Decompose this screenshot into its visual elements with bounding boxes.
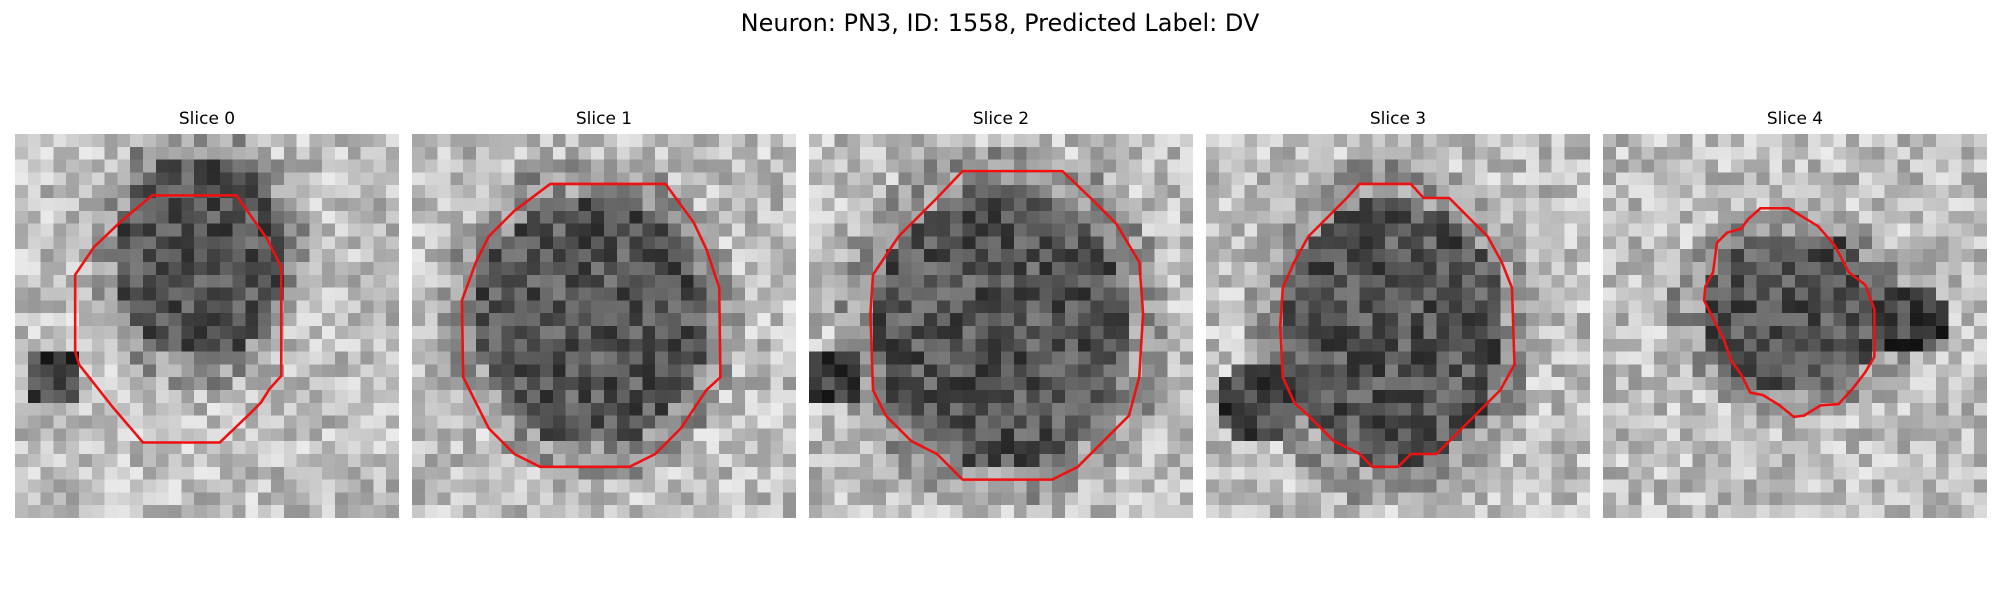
slice-0-image [15,134,399,518]
slice-3-pixels [1206,134,1590,518]
slice-3-panel [1206,134,1590,518]
slice-4-image [1603,134,1987,518]
slice-0-panel [15,134,399,518]
slice-4-title: Slice 4 [1603,108,1987,130]
slice-2-panel [809,134,1193,518]
slice-4-panel [1603,134,1987,518]
slice-1-panel [412,134,796,518]
slice-1-image [412,134,796,518]
slice-2-image [809,134,1193,518]
slice-0-title: Slice 0 [15,108,399,130]
slice-1-pixels [412,134,796,518]
slice-2-title: Slice 2 [809,108,1193,130]
slice-3-title: Slice 3 [1206,108,1590,130]
slice-0-pixels [15,134,399,518]
slice-3-image [1206,134,1590,518]
figure-title: Neuron: PN3, ID: 1558, Predicted Label: … [0,8,2000,38]
slice-1-title: Slice 1 [412,108,796,130]
slice-4-pixels [1603,134,1987,518]
slice-2-pixels [809,134,1193,518]
